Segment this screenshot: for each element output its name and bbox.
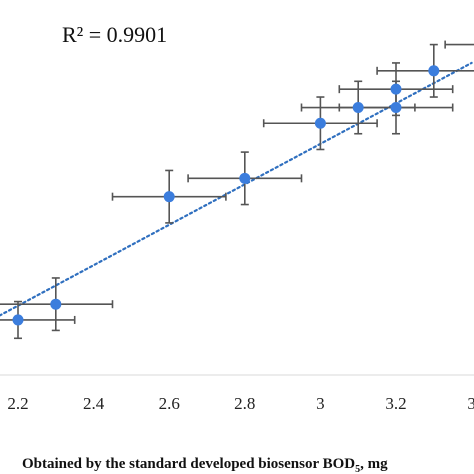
x-tick-labels: 2.2 2.4 2.6 2.8 3 3.2 3 xyxy=(7,394,474,413)
error-bar-layer xyxy=(0,40,474,340)
point-layer xyxy=(12,65,440,326)
r-squared-annotation: R² = 0.9901 xyxy=(62,22,167,47)
x-axis-label-subscript: 5 xyxy=(355,464,360,474)
trendline-layer xyxy=(0,61,473,317)
x-tick-label: 3 xyxy=(316,394,325,413)
data-point xyxy=(428,65,440,77)
error-bar xyxy=(444,40,474,49)
data-point xyxy=(390,83,402,95)
x-axis-label: Obtained by the standard developed biose… xyxy=(22,456,388,474)
trendline xyxy=(0,61,473,317)
data-point xyxy=(352,102,364,114)
error-bar xyxy=(0,300,76,340)
data-point xyxy=(314,117,326,129)
data-point xyxy=(50,298,62,310)
data-point xyxy=(390,102,402,114)
x-tick-label: 2.4 xyxy=(83,394,105,413)
x-tick-label: 2.6 xyxy=(159,394,180,413)
x-axis-label-main: Obtained by the standard developed biose… xyxy=(22,456,355,472)
data-point xyxy=(239,172,251,184)
x-tick-label: 2.8 xyxy=(234,394,255,413)
x-tick-label: 3 xyxy=(467,394,474,413)
data-point xyxy=(12,314,24,326)
x-tick-label: 3.2 xyxy=(385,394,406,413)
x-axis-label-suffix: , mg xyxy=(360,456,388,472)
x-tick-label: 2.2 xyxy=(7,394,28,413)
data-point xyxy=(163,191,175,203)
